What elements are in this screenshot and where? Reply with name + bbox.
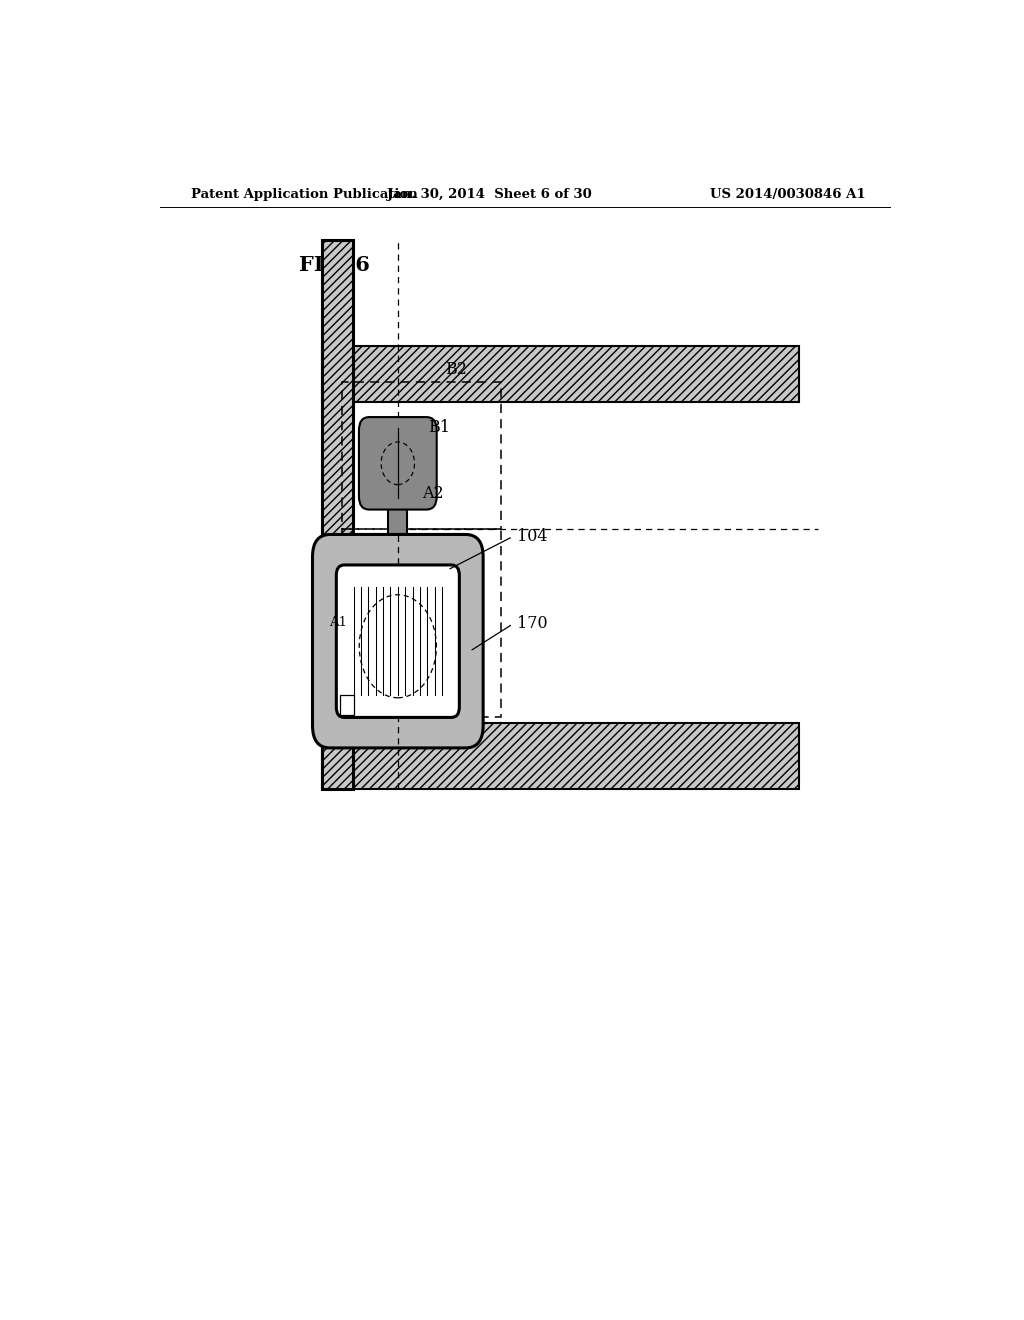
Text: FIG. 6: FIG. 6 (299, 255, 370, 275)
FancyBboxPatch shape (359, 417, 436, 510)
Text: US 2014/0030846 A1: US 2014/0030846 A1 (711, 189, 866, 202)
Bar (323, 722, 799, 788)
Bar (342, 381, 501, 529)
Text: Jan. 30, 2014  Sheet 6 of 30: Jan. 30, 2014 Sheet 6 of 30 (387, 189, 592, 202)
Text: 170: 170 (517, 615, 548, 632)
Text: B1: B1 (428, 420, 450, 436)
Text: A2: A2 (422, 486, 443, 503)
FancyBboxPatch shape (312, 535, 483, 748)
Bar (388, 492, 408, 535)
Bar (323, 240, 352, 788)
Text: 104: 104 (517, 528, 548, 545)
Text: Patent Application Publication: Patent Application Publication (191, 189, 418, 202)
Bar (323, 346, 799, 403)
Bar (340, 696, 354, 715)
FancyBboxPatch shape (336, 565, 460, 718)
Text: A1: A1 (329, 616, 347, 630)
Bar (342, 529, 501, 718)
Text: B2: B2 (445, 362, 467, 379)
